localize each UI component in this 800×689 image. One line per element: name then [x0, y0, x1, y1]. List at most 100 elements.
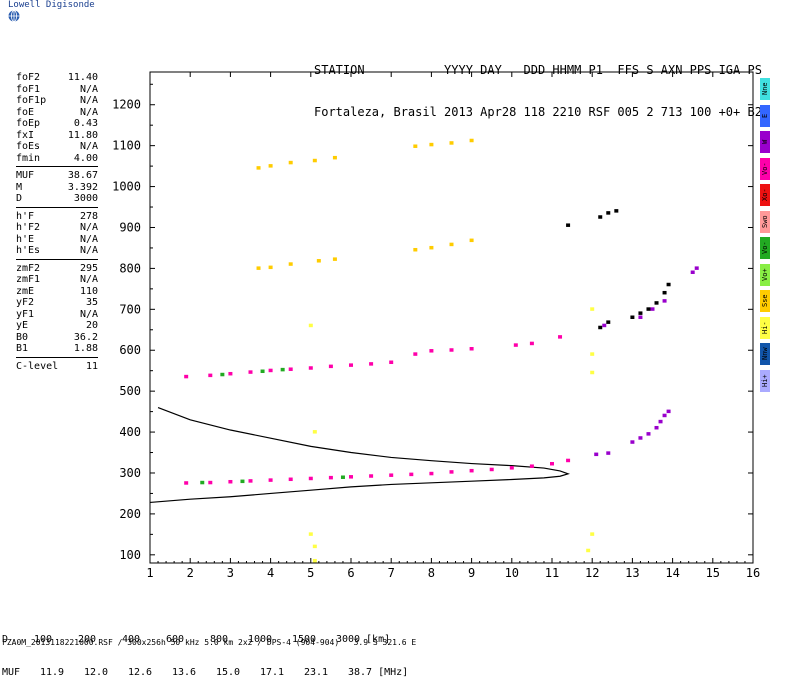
legend-swatch: W [760, 131, 770, 153]
x-tick-label: 16 [746, 566, 760, 580]
header-line-1: STATION YYYY DAY DDD HHMM P1 FFS S AXN P… [314, 63, 762, 77]
echo-point [646, 432, 651, 436]
echo-point [200, 480, 205, 485]
echo-point [248, 479, 253, 483]
echo-point [638, 436, 643, 440]
muf-value: 38.7 [347, 667, 373, 678]
legend-swatch: Sse [760, 290, 770, 312]
param-value: N/A [79, 308, 98, 320]
param-name: foF1p [16, 95, 47, 106]
y-tick-label: 500 [119, 384, 141, 398]
echo-point [662, 413, 667, 418]
echo-point [308, 366, 313, 370]
param-row: yE 20 [16, 320, 98, 332]
x-tick-label: 9 [468, 566, 475, 580]
echo-point [630, 440, 635, 444]
param-row: B1 1.88 [16, 343, 98, 355]
param-name: zmF1 [16, 274, 41, 285]
echo-point [288, 477, 293, 482]
x-tick-label: 12 [585, 566, 599, 580]
param-separator [16, 206, 98, 208]
echo-point [316, 259, 321, 263]
param-value: 11.40 [67, 72, 98, 83]
param-row: yF1 N/A [16, 309, 98, 321]
echo-point [449, 470, 454, 474]
legend-swatch: Hi- [760, 316, 770, 339]
echo-point [606, 211, 611, 215]
echo-point [598, 215, 603, 219]
param-row: zmE 110 [16, 286, 98, 298]
param-row: zmF1 N/A [16, 274, 98, 286]
polarization-legend: Nne E W Vo- Xo- Swo Vo- Vo+ Sse Hi- Nnw Hi+ [760, 78, 770, 396]
legend-swatch: Nne [760, 78, 770, 100]
echo-point [256, 166, 261, 170]
x-tick-label: 7 [388, 566, 395, 580]
echo-point [308, 532, 313, 536]
y-tick-label: 200 [119, 507, 141, 521]
echo-point [413, 247, 418, 252]
param-name: zmF2 [16, 262, 41, 274]
muf-unit: [MHz] [378, 667, 409, 678]
echo-point [389, 473, 394, 477]
param-separator [16, 166, 98, 167]
echo-point [566, 458, 571, 463]
distance-value: 3000 [335, 634, 361, 645]
ionogram-chart: 1 2 3 4 5 6 7 8 9 10 11 12 13 14 15 1610020030040050060… [112, 71, 760, 580]
echo-point [558, 335, 563, 339]
param-separator [16, 356, 98, 358]
file-info-footer: FZA0M_2013118221000.RSF / 300x256h 50 kH… [2, 638, 417, 647]
param-row: MUF 38.67 [16, 170, 98, 182]
echo-point [662, 299, 667, 303]
legend-label: Hi- [761, 321, 769, 334]
echo-point [248, 370, 253, 374]
param-name: foE [16, 106, 35, 118]
echo-point [666, 409, 671, 414]
echo-point [312, 558, 317, 563]
echo-point [666, 282, 671, 287]
echo-point [208, 480, 213, 485]
echo-point [228, 479, 233, 484]
echo-point [469, 468, 474, 473]
param-value: 295 [79, 262, 98, 274]
distance-value: 1000 [247, 634, 273, 645]
distance-row: D 100 200 400 600 800 1000 1500 3000 [km] [2, 634, 408, 645]
legend-label: Swo [761, 215, 769, 228]
echo-point [328, 364, 333, 369]
legend-swatch: Vo+ [760, 263, 770, 286]
echo-point [529, 341, 534, 346]
echo-point [268, 368, 273, 373]
legend-label: Vo- [761, 162, 769, 175]
legend-label: Nne [761, 82, 769, 96]
echo-point [312, 430, 317, 434]
y-tick-label: 1100 [112, 139, 141, 153]
echo-point [413, 144, 418, 148]
legend-label: Hi+ [761, 374, 769, 387]
echo-point [429, 245, 434, 250]
echo-point [650, 307, 655, 311]
legend-swatch: Nnw [760, 343, 770, 365]
param-name: yE [16, 320, 29, 331]
x-tick-label: 13 [625, 566, 639, 580]
y-tick-label: 800 [119, 261, 141, 275]
echo-point [449, 348, 454, 352]
echo-point [332, 155, 337, 160]
muf-value: 17.1 [259, 667, 285, 678]
echo-point [268, 265, 273, 270]
legend-swatch: Vo- [760, 237, 770, 259]
echo-point [409, 472, 414, 477]
distance-value: 1500 [291, 634, 317, 645]
echo-point [638, 311, 643, 315]
legend-swatch: E [760, 104, 770, 127]
echo-point [288, 160, 293, 165]
param-row: yF2 35 [16, 297, 98, 309]
param-row: foEs N/A [16, 141, 98, 153]
echo-point [308, 323, 313, 328]
x-tick-label: 8 [428, 566, 435, 580]
param-name: MUF [16, 170, 35, 181]
param-name: foF1 [16, 83, 41, 95]
param-name: foF2 [16, 72, 41, 83]
echo-point [312, 158, 317, 163]
echo-point [413, 352, 418, 356]
legend-label: Xo- [761, 188, 769, 202]
param-row: M 3.392 [16, 182, 98, 194]
